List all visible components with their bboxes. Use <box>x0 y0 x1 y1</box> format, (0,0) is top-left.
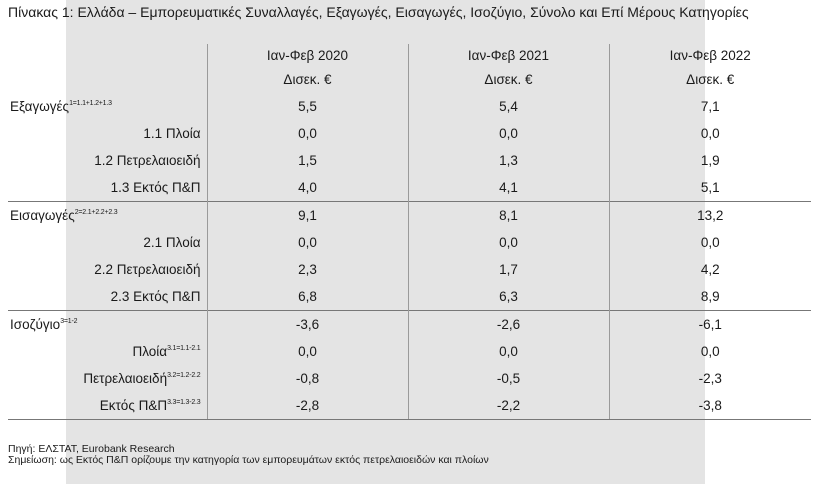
cell-value: 6,8 <box>206 283 408 311</box>
column-header-2020: Ιαν-Φεβ 2020 <box>206 44 408 66</box>
column-header-2022: Ιαν-Φεβ 2022 <box>608 44 811 66</box>
footnotes: Πηγή: ΕΛΣΤΑΤ, Eurobank Research Σημείωση… <box>8 444 813 466</box>
cell-value: 5,1 <box>608 174 811 202</box>
cell-value: 8,9 <box>608 283 811 311</box>
cell-value: -3,6 <box>206 310 408 338</box>
cell-value: 0,0 <box>206 338 408 365</box>
row-label: Ισοζύγιο3=1-2 <box>8 310 207 338</box>
row-label: Πετρελαιοειδή3.2=1.2-2.2 <box>83 371 201 386</box>
row-label: 1.3 Εκτός Π&Π <box>110 180 201 195</box>
cell-value: -2,8 <box>206 392 408 420</box>
row-balance-other: Εκτός Π&Π3.3=1.3-2.3 -2,8 -2,2 -3,8 <box>8 392 811 420</box>
cell-value: 7,1 <box>608 93 811 120</box>
row-label: Εξαγωγές1=1.1+1.2+1.3 <box>10 99 112 114</box>
row-balance: Ισοζύγιο3=1-2 -3,6 -2,6 -6,1 <box>8 310 811 338</box>
cell-value: 0,0 <box>608 338 811 365</box>
cell-value: -3,8 <box>608 392 811 420</box>
row-imports: Εισαγωγές2=2.1+2.2+2.3 9,1 8,1 13,2 <box>8 201 811 229</box>
column-header-2021: Ιαν-Φεβ 2021 <box>407 44 609 66</box>
cell-value: -2,3 <box>608 365 811 392</box>
row-balance-ships: Πλοία3.1=1.1-2.1 0,0 0,0 0,0 <box>8 338 811 365</box>
cell-value: -0,8 <box>206 365 408 392</box>
definition-note: Σημείωση: ως Εκτός Π&Π ορίζουμε την κατη… <box>8 454 489 466</box>
cell-value: 13,2 <box>608 201 811 229</box>
cell-value: 0,0 <box>206 120 408 147</box>
row-exports-ships: 1.1 Πλοία 0,0 0,0 0,0 <box>8 120 811 147</box>
row-imports-petroleum: 2.2 Πετρελαιοειδή 2,3 1,7 4,2 <box>8 256 811 283</box>
cell-value: 0,0 <box>608 229 811 256</box>
row-label: Εκτός Π&Π3.3=1.3-2.3 <box>8 392 207 420</box>
row-label: 2.3 Εκτός Π&Π <box>110 289 201 304</box>
row-imports-ships: 2.1 Πλοία 0,0 0,0 0,0 <box>8 229 811 256</box>
row-label: 1.2 Πετρελαιοειδή <box>94 153 201 168</box>
unit-label: Δισεκ. € <box>206 66 408 93</box>
cell-value: 2,3 <box>206 256 408 283</box>
cell-value: -0,5 <box>407 365 609 392</box>
cell-value: 0,0 <box>407 229 609 256</box>
unit-label: Δισεκ. € <box>608 66 811 93</box>
cell-value: -2,2 <box>407 392 609 420</box>
row-label: Εισαγωγές2=2.1+2.2+2.3 <box>8 201 207 229</box>
cell-value: 0,0 <box>407 338 609 365</box>
header-row: Ιαν-Φεβ 2020 Ιαν-Φεβ 2021 Ιαν-Φεβ 2022 <box>8 44 811 66</box>
row-balance-petroleum: Πετρελαιοειδή3.2=1.2-2.2 -0,8 -0,5 -2,3 <box>8 365 811 392</box>
row-label: 1.1 Πλοία <box>143 126 201 141</box>
cell-value: 0,0 <box>608 120 811 147</box>
cell-value: 0,0 <box>407 120 609 147</box>
unit-row: Δισεκ. € Δισεκ. € Δισεκ. € <box>8 66 811 93</box>
row-exports-other: 1.3 Εκτός Π&Π 4,0 4,1 5,1 <box>8 174 811 202</box>
cell-value: 4,0 <box>206 174 408 202</box>
cell-value: 5,4 <box>407 93 609 120</box>
cell-value: -6,1 <box>608 310 811 338</box>
cell-value: 8,1 <box>407 201 609 229</box>
cell-value: -2,6 <box>407 310 609 338</box>
cell-value: 5,5 <box>206 93 408 120</box>
cell-value: 4,2 <box>608 256 811 283</box>
cell-value: 1,3 <box>407 147 609 174</box>
cell-value: 0,0 <box>206 229 408 256</box>
cell-value: 1,7 <box>407 256 609 283</box>
trade-table: Ιαν-Φεβ 2020 Ιαν-Φεβ 2021 Ιαν-Φεβ 2022 Δ… <box>8 44 811 420</box>
row-label: Πλοία3.1=1.1-2.1 <box>132 344 201 359</box>
unit-corner <box>8 66 207 93</box>
cell-value: 4,1 <box>407 174 609 202</box>
cell-value: 1,9 <box>608 147 811 174</box>
row-label: 2.2 Πετρελαιοειδή <box>94 262 201 277</box>
header-corner <box>8 44 207 66</box>
table-title: Πίνακας 1: Ελλάδα – Εμπορευματικές Συναλ… <box>8 4 749 20</box>
cell-value: 9,1 <box>206 201 408 229</box>
row-exports-petroleum: 1.2 Πετρελαιοειδή 1,5 1,3 1,9 <box>8 147 811 174</box>
cell-value: 6,3 <box>407 283 609 311</box>
unit-label: Δισεκ. € <box>407 66 609 93</box>
row-imports-other: 2.3 Εκτός Π&Π 6,8 6,3 8,9 <box>8 283 811 311</box>
row-exports: Εξαγωγές1=1.1+1.2+1.3 5,5 5,4 7,1 <box>8 93 811 120</box>
source-note: Πηγή: ΕΛΣΤΑΤ, Eurobank Research <box>8 443 175 455</box>
cell-value: 1,5 <box>206 147 408 174</box>
row-label: 2.1 Πλοία <box>143 235 201 250</box>
